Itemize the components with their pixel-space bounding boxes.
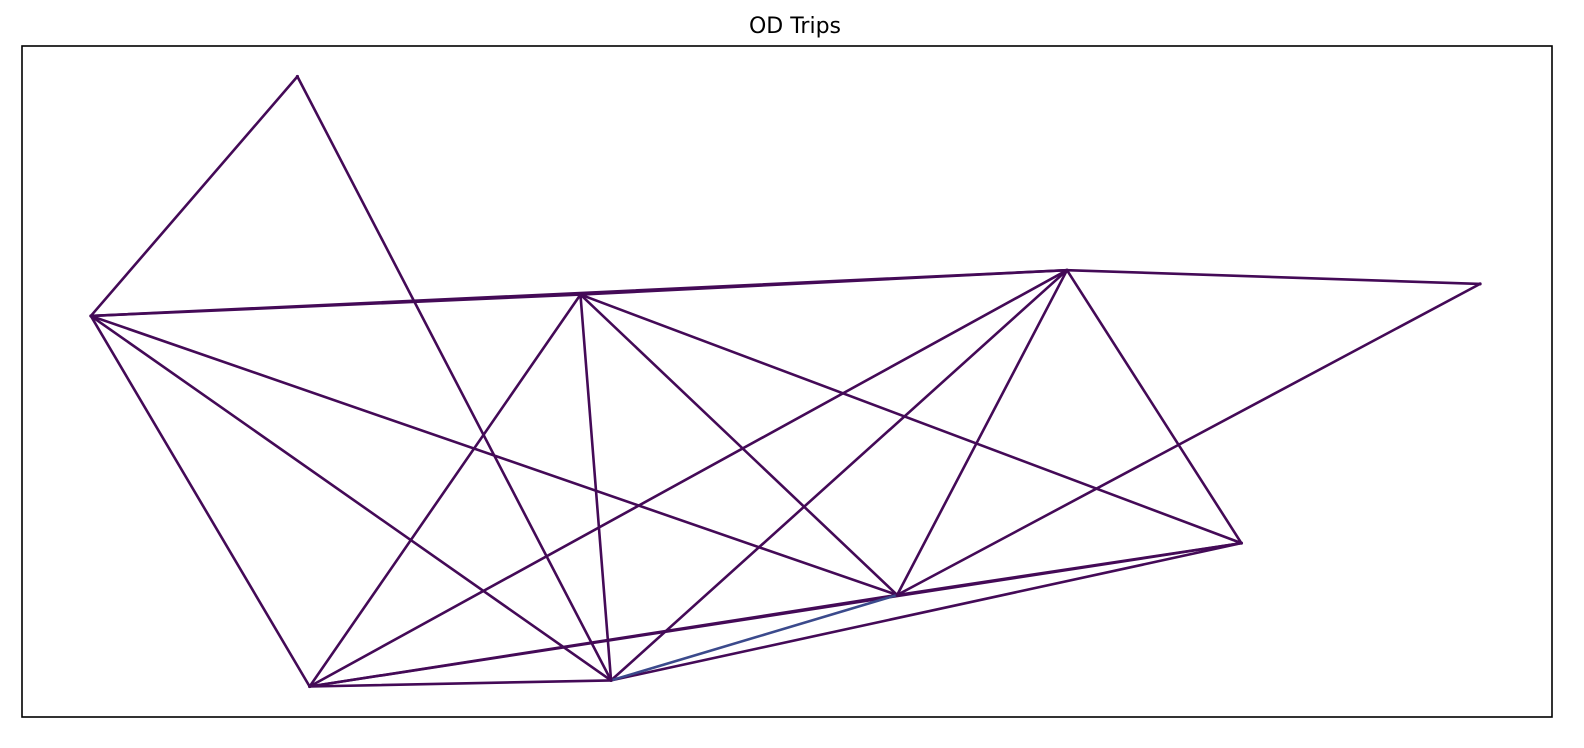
od-edge-D-I xyxy=(308,268,1069,688)
od-node-I xyxy=(308,684,312,689)
od-edge-B-C xyxy=(89,293,582,318)
od-edge-A-H xyxy=(296,75,613,682)
od-edge-D-F xyxy=(1065,268,1243,545)
chart-title: OD Trips xyxy=(749,14,841,39)
od-edge-B-I xyxy=(89,314,311,688)
od-edges xyxy=(89,75,1482,688)
od-edge-D-E xyxy=(1065,268,1482,286)
od-node-G xyxy=(895,593,899,597)
od-edge-B-G xyxy=(89,314,899,597)
od-edge-C-F xyxy=(579,293,1243,545)
od-node-D xyxy=(1065,268,1069,272)
od-edge-C-H xyxy=(579,293,613,682)
od-node-F xyxy=(1239,541,1244,545)
od-edge-C-D xyxy=(579,268,1069,296)
od-edge-C-G xyxy=(579,293,899,597)
od-edge-G-I xyxy=(308,593,899,688)
od-edge-F-G xyxy=(895,541,1243,597)
od-node-A xyxy=(295,74,299,79)
od-edge-E-G xyxy=(895,282,1482,597)
od-edge-C-I xyxy=(308,293,582,688)
od-node-B xyxy=(89,314,93,318)
od-edge-D-H xyxy=(609,268,1069,682)
od-edge-D-G xyxy=(895,268,1069,597)
od-edge-G-H xyxy=(609,593,899,682)
plot-frame xyxy=(21,45,1553,718)
od-edge-B-H xyxy=(89,314,613,682)
od-nodes xyxy=(89,74,1482,689)
od-edge-A-B xyxy=(89,75,299,318)
od-node-C xyxy=(578,292,583,297)
od-node-H xyxy=(609,678,613,683)
od-node-E xyxy=(1478,282,1482,286)
od-edge-H-I xyxy=(308,679,613,688)
od-edge-F-H xyxy=(609,541,1243,682)
